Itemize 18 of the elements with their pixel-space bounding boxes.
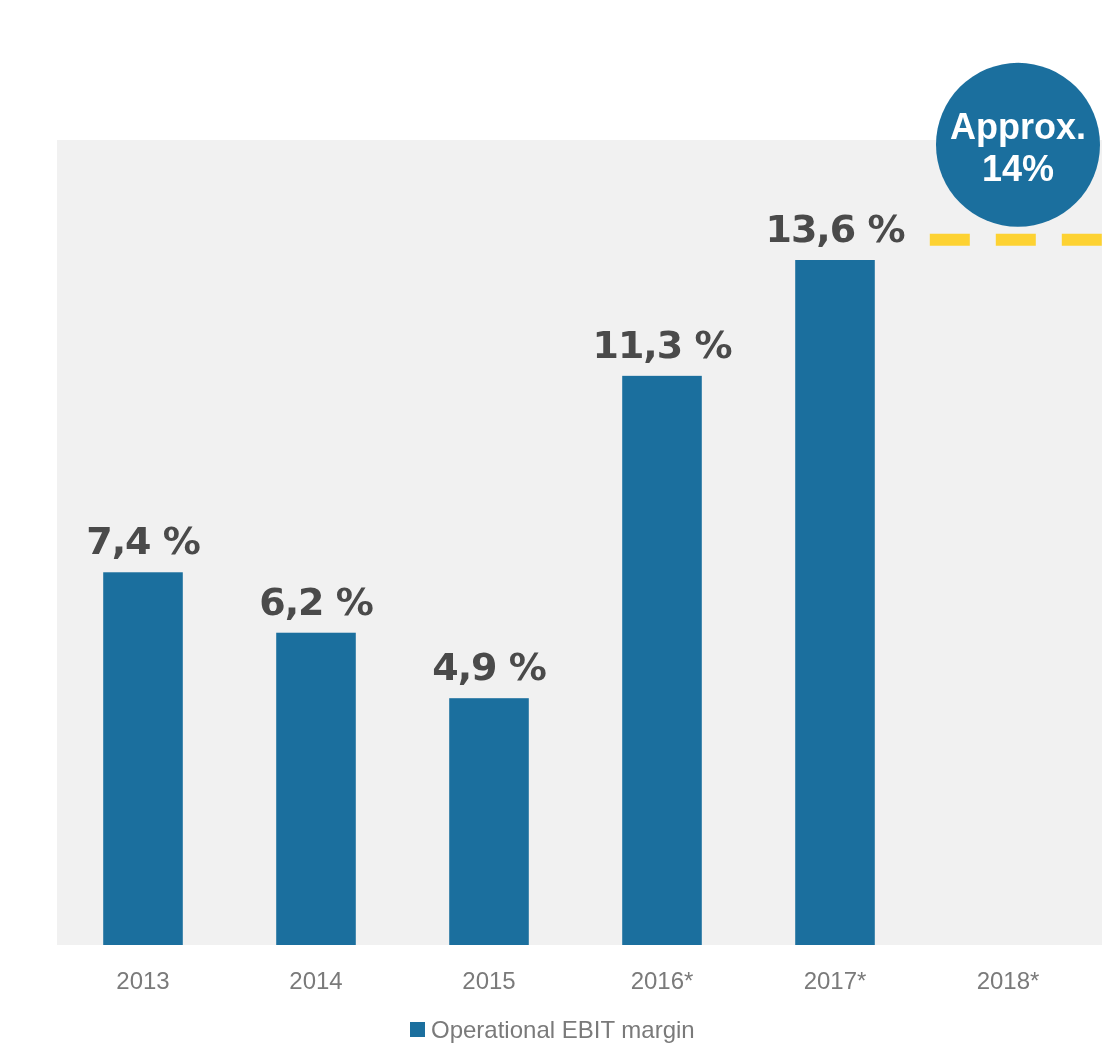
legend-label: Operational EBIT margin [431,1016,695,1043]
x-tick-label: 2016* [630,967,694,994]
data-label: 6,2 % [259,579,373,624]
bar [622,375,702,945]
data-label: 7,4 % [86,519,200,564]
bar [103,572,183,945]
data-label: 4,9 % [432,645,546,690]
x-tick-label: 2018* [976,967,1040,994]
annotation: Approx. 14% [949,105,1087,189]
x-tick-label: 2017* [803,967,867,994]
x-tick-label: 2013 [116,967,170,994]
x-tick-label: 2014 [289,967,343,994]
data-label: 11,3 % [592,322,732,367]
x-tick-label: 2015 [462,967,516,994]
bar [276,632,356,945]
data-label: 13,6 % [765,207,905,251]
bar [449,698,529,945]
bar [795,260,875,945]
